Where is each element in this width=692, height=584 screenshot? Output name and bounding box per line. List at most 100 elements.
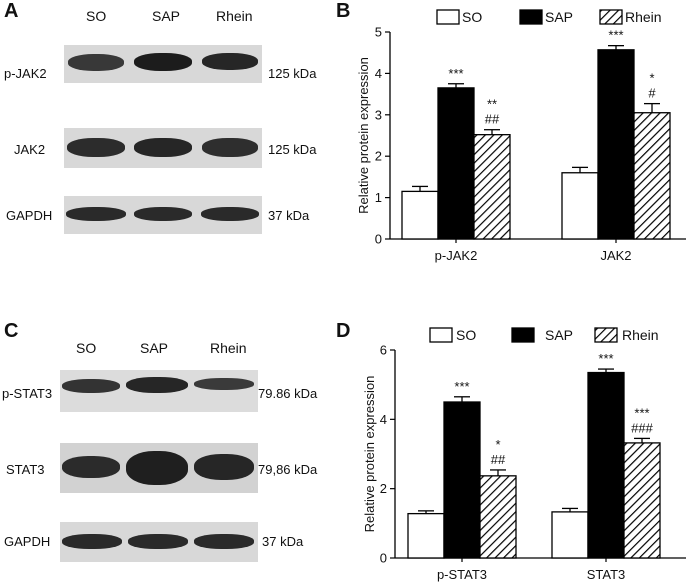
significance-mark: *** bbox=[598, 351, 613, 366]
significance-mark: *** bbox=[608, 28, 623, 43]
legend-label-sap: SAP bbox=[545, 327, 573, 343]
blot-strip-stat3 bbox=[60, 443, 258, 493]
significance-mark: ** bbox=[487, 97, 497, 112]
bar-so-stat3 bbox=[551, 511, 589, 559]
bar-so-p-jak2 bbox=[401, 190, 439, 240]
lane-label-sap: SAP bbox=[140, 340, 169, 356]
legend-label-rhein: Rhein bbox=[625, 9, 662, 25]
legend-swatch-so bbox=[436, 9, 460, 25]
blot-band bbox=[134, 53, 192, 71]
panel-letter-c: C bbox=[4, 320, 19, 342]
blot-band bbox=[62, 534, 122, 549]
row-label-gapdh-a: GAPDH bbox=[6, 208, 53, 223]
bar-so-jak2 bbox=[561, 172, 599, 240]
blot-band bbox=[201, 207, 259, 221]
panel-letter-a: A bbox=[4, 0, 19, 22]
x-tick-label: STAT3 bbox=[587, 567, 626, 582]
bar-rhein-p-stat3 bbox=[479, 475, 517, 559]
x-tick-label: p-STAT3 bbox=[437, 567, 487, 582]
blot-strip-gapdh-c bbox=[60, 522, 258, 562]
blot-strip-gapdh-a bbox=[64, 196, 262, 234]
bar-so-p-stat3 bbox=[407, 512, 445, 559]
significance-mark: * bbox=[649, 71, 654, 86]
blot-strip-p-jak2 bbox=[64, 45, 262, 83]
blot-band bbox=[126, 377, 188, 393]
bar-rhein-jak2 bbox=[633, 112, 671, 240]
blot-band bbox=[134, 138, 192, 157]
blot-strip-p-stat3 bbox=[60, 370, 258, 412]
bar-rhein-p-jak2 bbox=[473, 134, 511, 240]
lane-label-so: SO bbox=[76, 340, 97, 356]
y-tick-label: 4 bbox=[375, 66, 382, 81]
blot-band bbox=[67, 138, 125, 157]
row-label-jak2: JAK2 bbox=[14, 142, 46, 157]
y-tick-label: 0 bbox=[375, 232, 382, 247]
lane-label-so: SO bbox=[86, 8, 107, 24]
y-tick-label: 6 bbox=[380, 343, 387, 358]
y-axis-label: Relative protein expression bbox=[362, 376, 377, 533]
significance-mark: * bbox=[495, 437, 500, 452]
blot-band bbox=[66, 207, 126, 221]
blot-band bbox=[62, 456, 120, 478]
blot-band bbox=[202, 138, 258, 157]
lane-label-rhein: Rhein bbox=[210, 340, 247, 356]
bar-sap-p-jak2 bbox=[437, 87, 475, 240]
blot-band bbox=[68, 54, 124, 71]
chart-panel-b: 0 1 2 3 4 5 Relative protein expression p-JAK2 J… bbox=[356, 9, 686, 263]
y-axis-label: Relative protein expression bbox=[356, 57, 371, 214]
x-tick-label: JAK2 bbox=[600, 248, 631, 263]
legend-label-so: SO bbox=[456, 327, 476, 343]
row-size-gapdh-a: 37 kDa bbox=[268, 208, 310, 223]
x-tick-label: p-JAK2 bbox=[435, 248, 478, 263]
significance-mark: *** bbox=[454, 379, 469, 394]
y-tick-label: 0 bbox=[380, 551, 387, 566]
y-tick-label: 2 bbox=[375, 149, 382, 164]
significance-mark: ### bbox=[631, 420, 653, 435]
blot-band bbox=[202, 53, 258, 70]
row-label-p-jak2: p-JAK2 bbox=[4, 66, 47, 81]
row-size-p-jak2: 125 kDa bbox=[268, 66, 317, 81]
legend-swatch-rhein bbox=[599, 9, 623, 25]
row-label-stat3: STAT3 bbox=[6, 462, 45, 477]
legend-swatch-sap bbox=[511, 327, 535, 343]
legend-label-so: SO bbox=[462, 9, 482, 25]
blot-band bbox=[194, 454, 254, 480]
row-label-gapdh-c: GAPDH bbox=[4, 534, 51, 549]
row-size-gapdh-c: 37 kDa bbox=[262, 534, 304, 549]
blot-band bbox=[194, 534, 254, 549]
bar-sap-jak2 bbox=[597, 49, 635, 240]
blot-band bbox=[126, 451, 188, 485]
significance-mark: ## bbox=[491, 452, 506, 467]
legend-label-sap: SAP bbox=[545, 9, 573, 25]
y-tick-label: 3 bbox=[375, 107, 382, 122]
panel-letter-d: D bbox=[336, 320, 351, 342]
y-tick-label: 4 bbox=[380, 412, 387, 427]
y-tick-label: 5 bbox=[375, 25, 382, 40]
row-size-stat3: 79,86 kDa bbox=[258, 462, 318, 477]
chart-panel-d: 0 2 4 6 Relative protein expression p-STAT3 ST… bbox=[362, 327, 686, 582]
significance-mark: # bbox=[648, 86, 656, 101]
blot-band bbox=[62, 379, 120, 393]
blot-band bbox=[194, 378, 254, 390]
lane-label-sap: SAP bbox=[152, 8, 181, 24]
bar-sap-p-stat3 bbox=[443, 401, 481, 559]
bar-rhein-stat3 bbox=[623, 442, 661, 559]
legend-swatch-sap bbox=[519, 9, 543, 25]
blot-band bbox=[128, 534, 188, 549]
y-tick-label: 1 bbox=[375, 190, 382, 205]
significance-mark: *** bbox=[634, 405, 649, 420]
bar-sap-stat3 bbox=[587, 371, 625, 559]
legend-label-rhein: Rhein bbox=[622, 327, 659, 343]
row-size-p-stat3: 79.86 kDa bbox=[258, 386, 318, 401]
blot-band bbox=[134, 207, 192, 221]
lane-label-rhein: Rhein bbox=[216, 8, 253, 24]
y-tick-label: 2 bbox=[380, 481, 387, 496]
legend-swatch-so bbox=[429, 327, 453, 343]
significance-mark: *** bbox=[448, 66, 463, 81]
row-size-jak2: 125 kDa bbox=[268, 142, 317, 157]
row-label-p-stat3: p-STAT3 bbox=[2, 386, 53, 401]
panel-letter-b: B bbox=[336, 0, 351, 22]
legend-swatch-rhein bbox=[594, 327, 618, 343]
blot-strip-jak2 bbox=[64, 128, 262, 168]
